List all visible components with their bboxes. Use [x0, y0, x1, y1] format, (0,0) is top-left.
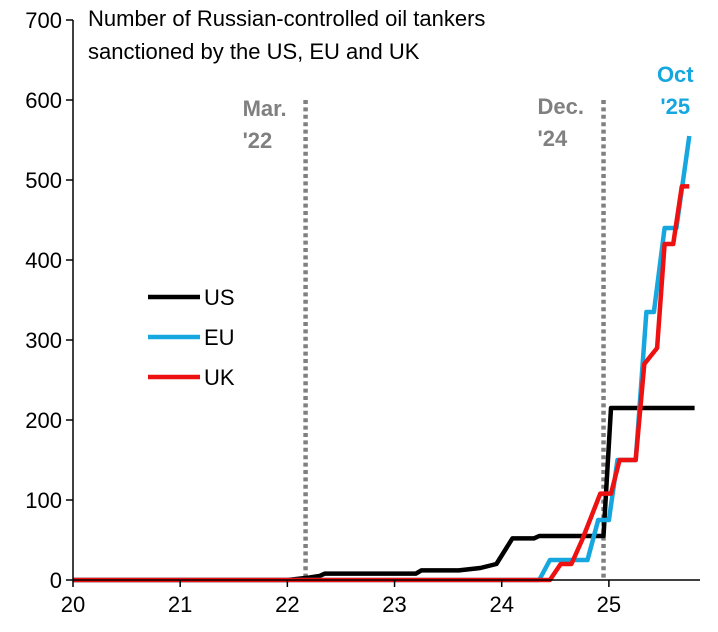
annotation-label: Mar. — [243, 96, 287, 121]
y-tick-label: 100 — [25, 488, 62, 513]
y-tick-label: 600 — [25, 88, 62, 113]
annotation-label: Dec. — [538, 94, 584, 119]
series-line-us — [73, 405, 695, 583]
y-tick-label: 500 — [25, 168, 62, 193]
y-tick-label: 400 — [25, 248, 62, 273]
y-ticks: 0 100 200 300 400 500 600 700 — [25, 8, 73, 593]
x-tick-label: 25 — [597, 592, 621, 617]
x-tick-label: 20 — [61, 592, 85, 617]
x-tick-label: 24 — [489, 592, 513, 617]
legend-label-uk: UK — [204, 365, 235, 390]
x-ticks: 20 21 22 23 24 25 — [61, 580, 621, 617]
chart-title-line-2: sanctioned by the US, EU and UK — [88, 39, 420, 64]
series-line-uk — [73, 184, 690, 583]
legend-label-us: US — [204, 285, 235, 310]
y-tick-label: 300 — [25, 328, 62, 353]
annotation-label: '24 — [538, 126, 568, 151]
series-lines — [73, 135, 695, 583]
annotation-label: Oct — [657, 62, 694, 87]
legend-label-eu: EU — [204, 325, 235, 350]
y-tick-label: 200 — [25, 408, 62, 433]
series-line-eu — [73, 135, 692, 583]
annotation-label: '22 — [243, 128, 273, 153]
y-tick-label: 0 — [50, 568, 62, 593]
x-tick-label: 21 — [168, 592, 192, 617]
reference-lines — [303, 100, 606, 580]
annotations: Mar. '22 Dec. '24 Oct '25 — [243, 62, 695, 153]
chart-title-line-1: Number of Russian-controlled oil tankers — [88, 6, 485, 31]
legend: US EU UK — [148, 285, 235, 390]
x-tick-label: 23 — [382, 592, 406, 617]
annotation-label: '25 — [660, 94, 690, 119]
x-tick-label: 22 — [275, 592, 299, 617]
y-tick-label: 700 — [25, 8, 62, 33]
